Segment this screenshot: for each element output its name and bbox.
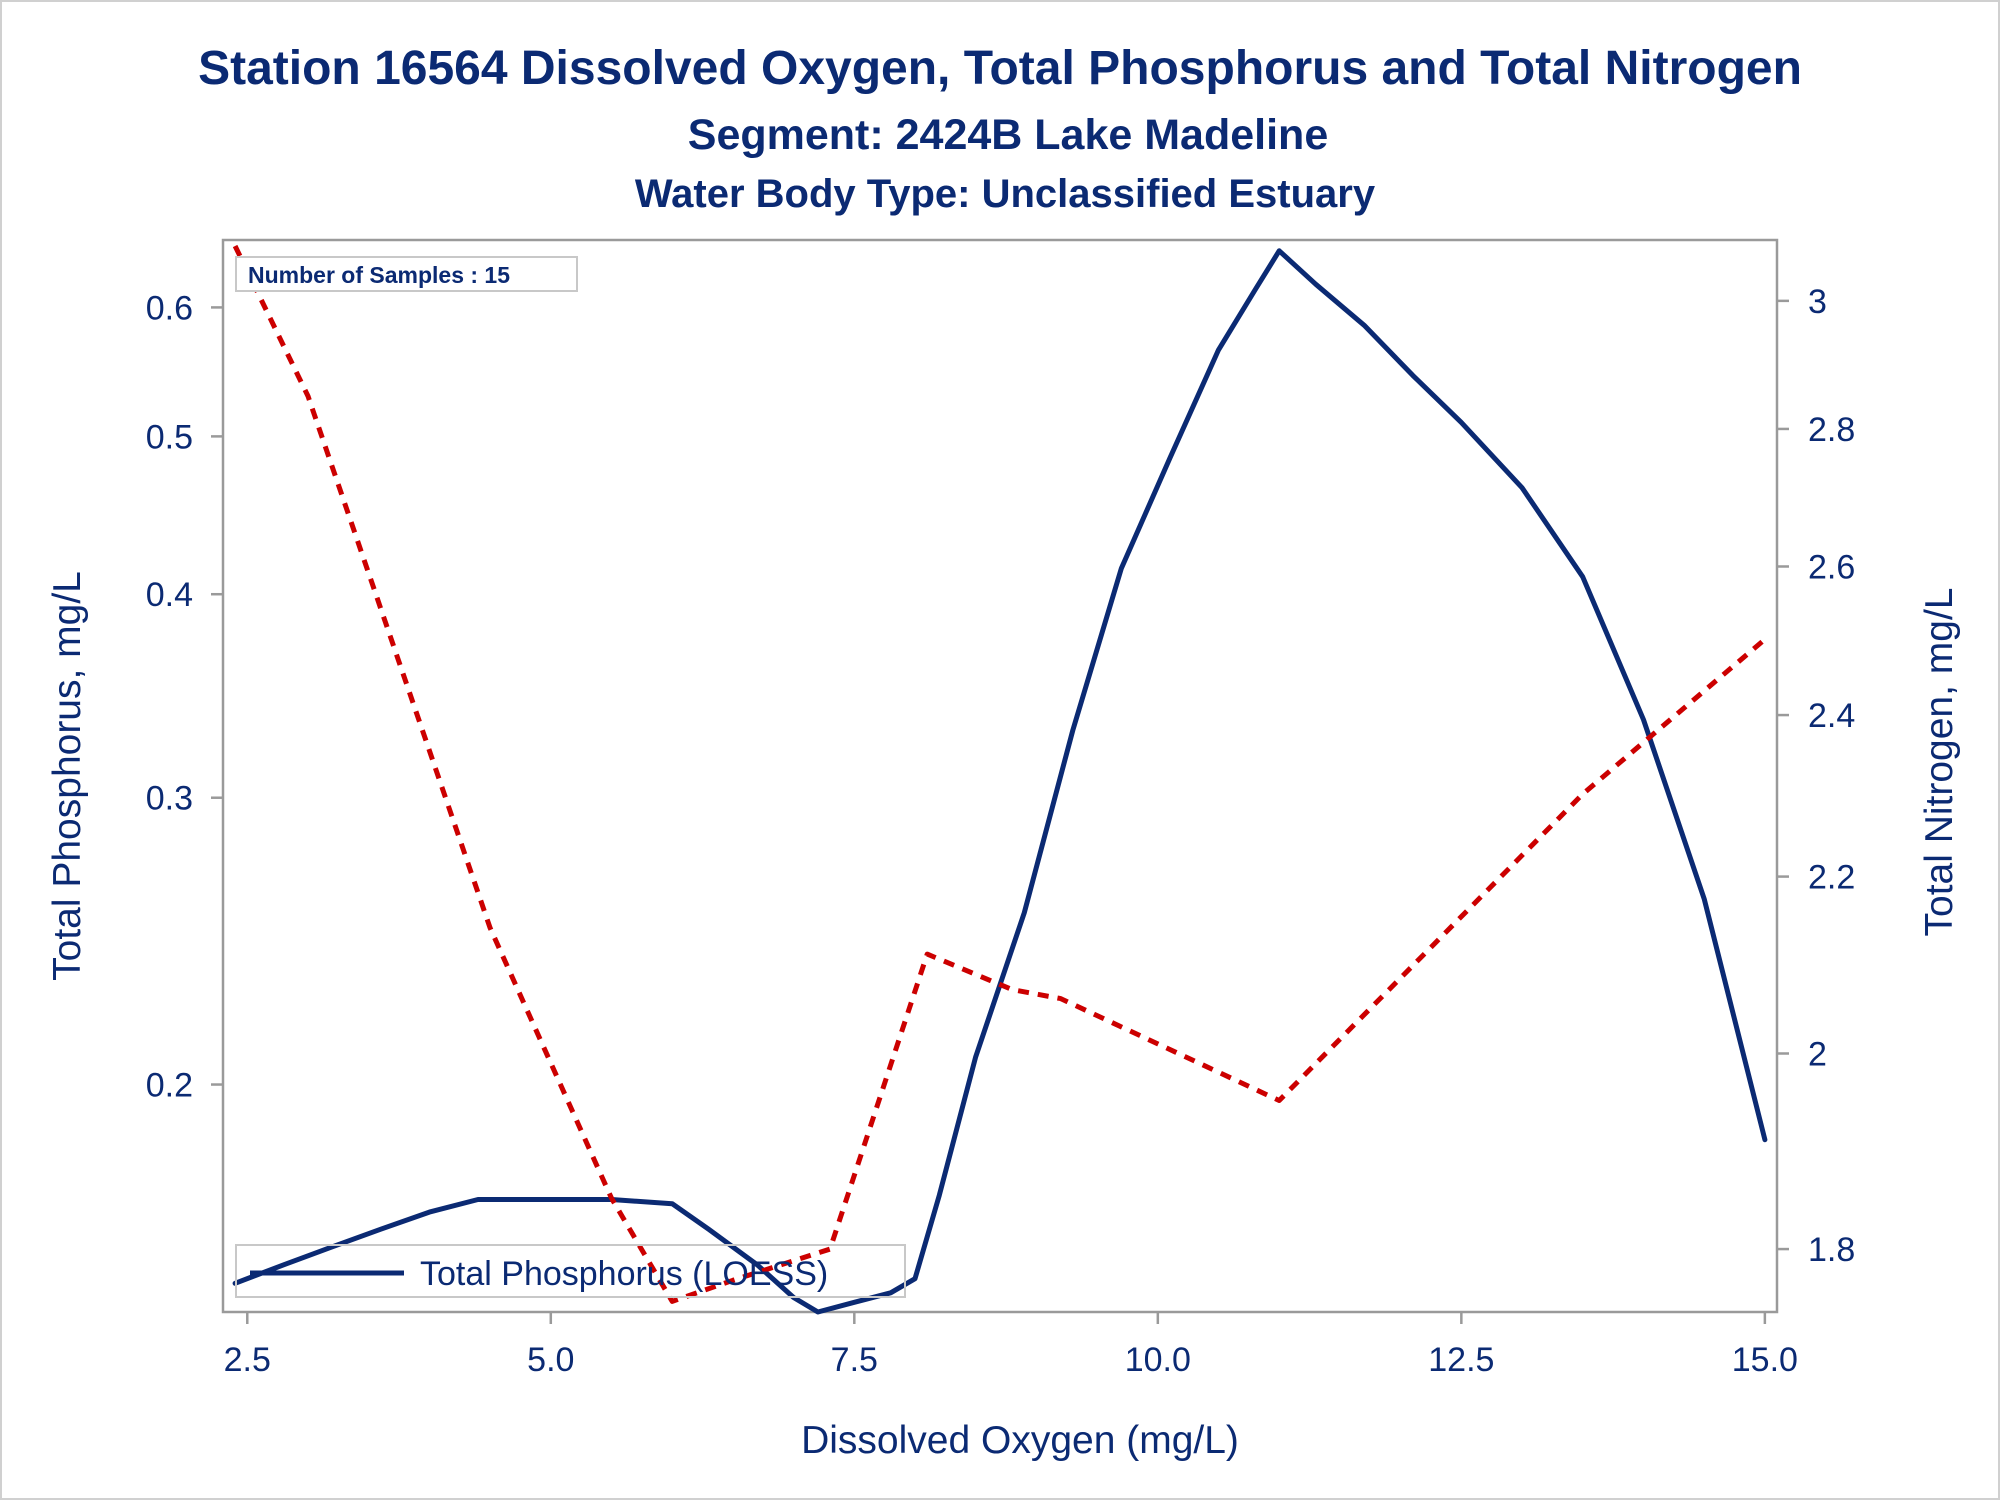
y-axis-left-label: Total Phosphorus, mg/L bbox=[46, 571, 89, 981]
plot-area bbox=[221, 238, 1779, 1314]
x-tick-label: 10.0 bbox=[1125, 1341, 1191, 1379]
y-right-tick-label: 2 bbox=[1808, 1035, 1827, 1073]
y-right-tick-label: 2.6 bbox=[1808, 548, 1855, 586]
total-nitrogen-line bbox=[232, 244, 1767, 1304]
chart-title: Station 16564 Dissolved Oxygen, Total Ph… bbox=[198, 42, 1802, 95]
y-right-tick-label: 1.8 bbox=[1808, 1231, 1855, 1269]
x-axis: 2.5 5.0 7.5 10.0 12.5 15.0 bbox=[224, 1312, 1798, 1379]
x-tick-label: 2.5 bbox=[224, 1341, 271, 1379]
y-left-tick-label: 0.2 bbox=[146, 1067, 193, 1105]
sample-count-text: Number of Samples : 15 bbox=[248, 262, 510, 288]
y-left-tick-label: 0.6 bbox=[146, 289, 193, 327]
y-left-tick-label: 0.5 bbox=[146, 418, 193, 456]
x-axis-label: Dissolved Oxygen (mg/L) bbox=[801, 1419, 1239, 1462]
x-tick-label: 15.0 bbox=[1732, 1341, 1798, 1379]
y-left-tick-label: 0.3 bbox=[146, 780, 193, 818]
y-left-tick-label: 0.4 bbox=[146, 576, 193, 614]
x-tick-label: 5.0 bbox=[527, 1341, 574, 1379]
y-right-tick-label: 2.2 bbox=[1808, 859, 1855, 897]
legend: Total Phosphorus (LOESS) bbox=[235, 1244, 906, 1298]
y-axis-left: 0.2 0.3 0.4 0.5 0.6 bbox=[146, 289, 223, 1105]
chart-subtitle-2: Water Body Type: Unclassified Estuary bbox=[635, 172, 1376, 216]
y-right-tick-label: 2.8 bbox=[1808, 411, 1855, 449]
y-right-tick-label: 2.4 bbox=[1808, 697, 1855, 735]
chart-subtitle: Segment: 2424B Lake Madeline bbox=[688, 111, 1328, 159]
y-axis-right: 1.8 2 2.2 2.4 2.6 2.8 3 bbox=[1777, 283, 1855, 1269]
sample-count-box: Number of Samples : 15 bbox=[235, 256, 578, 292]
total-phosphorus-line bbox=[232, 248, 1768, 1315]
y-axis-right-label: Total Nitrogen, mg/L bbox=[1918, 587, 1961, 936]
x-tick-label: 12.5 bbox=[1428, 1341, 1494, 1379]
series-layer bbox=[232, 244, 1768, 1315]
y-right-tick-label: 3 bbox=[1808, 283, 1827, 321]
legend-label-phosphorus: Total Phosphorus (LOESS) bbox=[420, 1255, 828, 1293]
x-tick-label: 7.5 bbox=[831, 1341, 878, 1379]
